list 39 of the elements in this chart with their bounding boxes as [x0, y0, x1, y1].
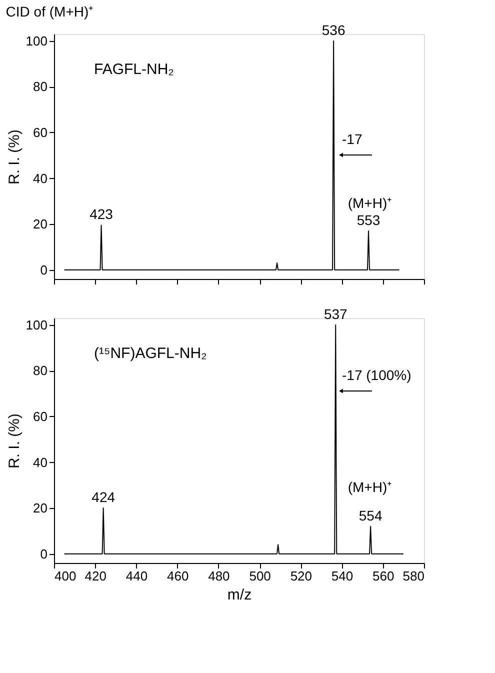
annotation: (¹⁵NF)AGFL-NH₂	[94, 345, 208, 362]
x-tick-label: 580	[402, 568, 424, 584]
annotation: (M+H)⁺	[348, 195, 392, 211]
annotation: 424	[92, 489, 116, 506]
x-tick-label: 540	[331, 568, 354, 584]
x-tick-label: 460	[166, 568, 189, 584]
x-tick-label: 440	[126, 568, 148, 584]
x-axis-title: m/z	[227, 586, 252, 604]
annotation: -17	[342, 131, 362, 147]
x-tick-label: 560	[372, 568, 394, 584]
y-tick-label: 0	[40, 546, 48, 562]
x-tick-label: 420	[84, 568, 106, 584]
x-tick-label: 520	[290, 568, 312, 584]
y-tick-label: 40	[33, 454, 48, 470]
y-tick-label: 60	[33, 408, 48, 424]
y-tick-label: 60	[33, 124, 48, 140]
line-series	[64, 40, 400, 270]
y-tick-label: 100	[26, 33, 48, 48]
y-tick-label: 80	[33, 79, 48, 94]
x-tick-label: 400	[54, 568, 76, 584]
y-tick-label: 80	[33, 363, 48, 378]
x-tick-label: 480	[208, 568, 230, 584]
annotation: 553	[356, 212, 380, 228]
y-tick-label: 20	[33, 216, 48, 232]
annotation: 554	[358, 507, 382, 524]
chart-title: CID of (M+H)⁺	[6, 3, 94, 20]
y-tick-label: 20	[33, 500, 48, 516]
y-axis-title: R. I. (%)	[6, 414, 23, 468]
y-tick-label: 40	[33, 170, 48, 186]
y-axis-title: R. I. (%)	[6, 130, 23, 184]
annotation: 536	[322, 22, 346, 38]
annotation: FAGFL-NH₂	[94, 61, 174, 78]
annotation: (M+H)⁺	[348, 479, 392, 495]
y-tick-label: 100	[26, 317, 48, 332]
annotation: 423	[90, 206, 114, 222]
y-tick-label: 0	[40, 262, 48, 278]
annotation: -17 (100%)	[342, 367, 412, 383]
x-tick-label: 500	[249, 568, 271, 584]
annotation: 537	[324, 306, 348, 322]
